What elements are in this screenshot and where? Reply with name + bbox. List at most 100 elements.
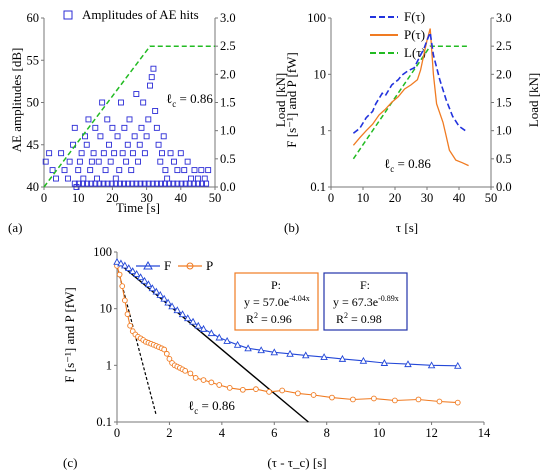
ae-hit-point [71, 180, 78, 187]
x-tick-label: 30 [421, 191, 434, 205]
ae-hit-point [123, 158, 130, 165]
x-tick-label: 10 [72, 191, 85, 205]
P-point [216, 382, 223, 388]
ae-hit-point [53, 175, 59, 182]
x-tick-label: 0 [328, 191, 334, 205]
P-point [415, 396, 422, 403]
y-tick-label: 10 [314, 67, 327, 81]
fit-box-P-r2: R2 = 0.96 [246, 311, 292, 326]
ae-hit-point [171, 158, 177, 165]
panel-b-annotation: ℓc = 0.86 [384, 156, 431, 174]
y2-tick-label: 0.5 [496, 152, 512, 166]
x-tick-label: 40 [175, 191, 188, 205]
P-point [187, 370, 194, 377]
P-point [226, 385, 233, 391]
ae-hit-point [188, 175, 195, 182]
ae-hit-point [162, 180, 169, 187]
ae-hit-point [84, 180, 91, 187]
ae-hit-point [166, 180, 173, 187]
panel-b-legend: F(τ) P(τ) L(τ) [370, 9, 426, 60]
ae-hit-point [121, 124, 128, 131]
ae-hit-point [64, 175, 71, 182]
ae-hit-point [174, 180, 181, 187]
F-point [194, 321, 203, 329]
F-point [207, 329, 216, 337]
ae-hit-point [145, 116, 152, 123]
ae-hit-point [157, 158, 164, 165]
P-point [122, 297, 128, 304]
legend-marker-hits [63, 10, 73, 20]
F-point [286, 349, 294, 357]
ae-hit-point [116, 167, 123, 174]
ae-hit-point [149, 180, 156, 187]
x-tick-label: 20 [106, 191, 119, 205]
panel-b-chart: (b) τ [s] F [s⁻¹] and P [fW] Load [kN] F… [284, 9, 541, 235]
x-tick-label: 10 [357, 191, 370, 205]
F-point [257, 346, 265, 354]
ae-hit-point [137, 180, 144, 187]
x-tick-label: 40 [453, 191, 466, 205]
ae-hit-point [159, 150, 165, 157]
ae-hit-point [92, 124, 99, 131]
ae-hit-point [136, 141, 143, 148]
ae-hit-point [184, 158, 191, 165]
ae-hit-point [111, 150, 118, 157]
ae-hit-point [155, 141, 162, 148]
L-tau-line [352, 45, 469, 160]
F-point [338, 354, 347, 362]
y2-tick-label: 0.0 [220, 180, 236, 194]
P-point [163, 350, 170, 357]
panel-a-annotation: ℓc = 0.86 [166, 91, 213, 109]
ae-hit-point [182, 180, 189, 187]
y-tick-label: 50 [27, 96, 40, 110]
ae-hit-point [104, 180, 111, 187]
F-point [199, 324, 208, 332]
y2-tick-label: 1.0 [220, 124, 236, 138]
F-point [244, 344, 252, 352]
ae-hit-point [203, 180, 210, 187]
y-tick-label: 10 [100, 302, 113, 316]
P-point [350, 396, 356, 403]
x-tick-label: 50 [209, 191, 222, 205]
ae-hit-point [109, 124, 116, 131]
ae-hit-point [114, 133, 121, 140]
ae-hit-point [141, 150, 148, 157]
panel-letter-b: (b) [284, 220, 299, 235]
F-point [121, 261, 129, 269]
ae-hit-point [61, 167, 68, 174]
y-tick-label: 100 [93, 245, 112, 259]
x-tick-label: 2 [166, 426, 172, 440]
panel-a-chart: (a) Time [s] AE amplitudes [dB] Load [kN… [8, 7, 288, 235]
ae-hit-point [128, 167, 135, 174]
y-tick-label: 45 [27, 138, 40, 152]
ae-hit-point [198, 167, 205, 174]
F-point [270, 348, 279, 356]
P-point [310, 392, 317, 398]
ae-hit-point [143, 133, 150, 140]
ae-hit-point [102, 167, 109, 174]
y2-tick-label: 2.0 [496, 67, 512, 81]
ae-hit-point [191, 167, 198, 174]
P-point [239, 386, 246, 393]
ae-hit-point [85, 116, 92, 123]
y2-tick-label: 2.5 [220, 39, 236, 53]
F-point [113, 257, 121, 265]
ae-hit-point [181, 167, 188, 174]
P-point [127, 322, 133, 329]
ae-hit-point [150, 65, 157, 72]
x-tick-label: 4 [219, 426, 226, 440]
fit-box-F-title: F: [360, 278, 370, 292]
ae-hit-point [112, 175, 119, 182]
fit-box-F: F: y = 67.3e-0.89x R2 = 0.98 [323, 272, 408, 331]
y2-tick-label: 2.5 [496, 39, 512, 53]
ae-hit-point [170, 180, 177, 187]
panel-a-legend: Amplitudes of AE hits [63, 7, 199, 22]
F-point [148, 284, 157, 292]
F-point [140, 276, 149, 284]
y-tick-label: 0.1 [96, 415, 112, 429]
ae-hit-point [152, 107, 159, 114]
P-point [166, 356, 173, 362]
y2-tick-label: 1.0 [496, 124, 512, 138]
ae-hit-point [75, 180, 82, 187]
fit-box-P: P: y = 57.0e-4.04x R2 = 0.96 [234, 272, 319, 331]
